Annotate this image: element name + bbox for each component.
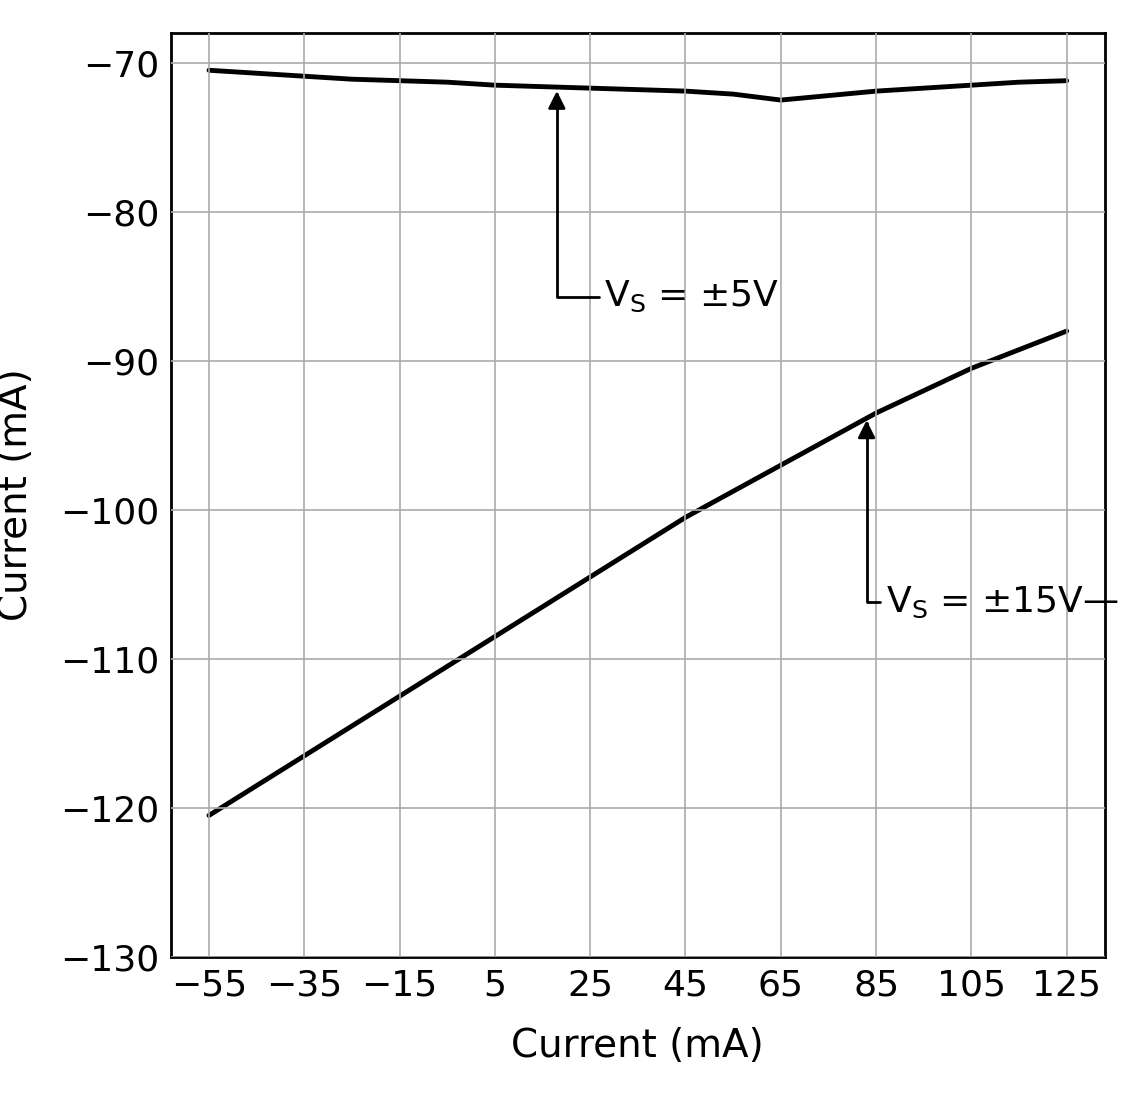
X-axis label: Current (mA): Current (mA): [511, 1027, 764, 1065]
Text: $\mathregular{V_S}$ = ±5V: $\mathregular{V_S}$ = ±5V: [550, 94, 779, 315]
Text: $\mathregular{V_S}$ = ±15V—: $\mathregular{V_S}$ = ±15V—: [859, 424, 1118, 619]
Y-axis label: Current (mA): Current (mA): [0, 368, 35, 621]
